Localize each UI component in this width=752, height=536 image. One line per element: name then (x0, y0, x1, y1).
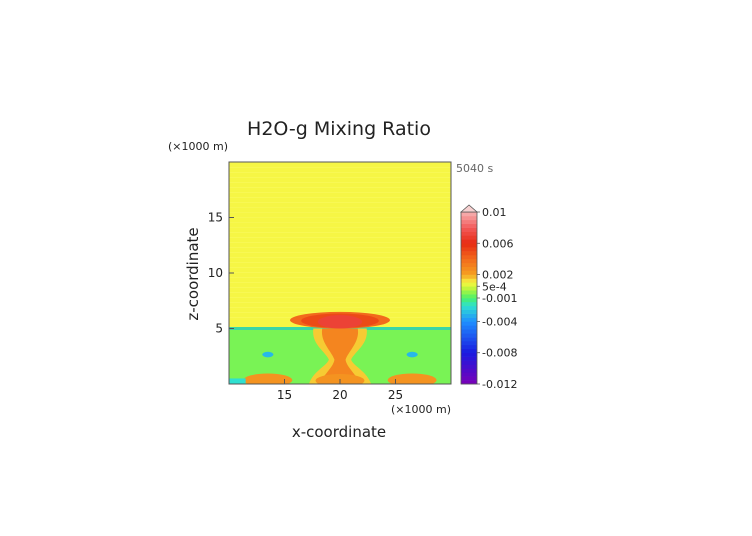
colorbar-segment (461, 376, 477, 381)
field-region-updraft-column (320, 328, 360, 384)
plot-field (229, 162, 451, 384)
colorbar-segment (461, 321, 477, 326)
field-surface-blob (243, 373, 293, 384)
colorbar-label: 0.006 (482, 237, 514, 250)
colorbar-segment (461, 305, 477, 311)
field-region-upper-background (229, 162, 451, 329)
colorbar-label: -0.012 (482, 378, 517, 391)
field-region-cloud-core (317, 315, 363, 329)
colorbar-segment (461, 212, 477, 217)
field-surface-blob (387, 373, 437, 384)
colorbar-segment (461, 368, 477, 373)
colorbar-segment (461, 286, 477, 291)
colorbar-label: -0.008 (482, 347, 517, 360)
colorbar-label: -0.001 (482, 292, 517, 305)
colorbar-segment (461, 227, 477, 232)
colorbar-segment (461, 337, 477, 342)
colorbar-segment (461, 294, 477, 299)
y-tick-label: 10 (208, 266, 223, 280)
chart-title: H2O-g Mixing Ratio (247, 118, 431, 140)
colorbar-extend-arrow (459, 204, 479, 213)
colorbar-segment (461, 317, 477, 322)
colorbar-label: 5e-4 (482, 280, 507, 293)
colorbar-label: -0.004 (482, 315, 517, 328)
colorbar-segment (461, 364, 477, 369)
colorbar-segment (461, 223, 477, 228)
colorbar-segment (461, 348, 477, 354)
time-label: 5040 s (456, 162, 493, 175)
y-axis-label: z-coordinate (184, 227, 202, 320)
x-tick-label: 20 (332, 388, 347, 402)
colorbar-label: 0.002 (482, 269, 514, 282)
colorbar-segment (461, 301, 477, 307)
plot-axes: 15 20 25 5 10 15 (208, 211, 403, 403)
colorbar-segment (461, 352, 477, 357)
colorbar-segment (461, 325, 477, 330)
colorbar-segment (461, 372, 477, 377)
colorbar-segment (461, 341, 477, 346)
colorbar-segment (461, 243, 477, 248)
colorbar-segment (461, 282, 477, 287)
colorbar-segment (461, 360, 477, 365)
colorbar-segment (461, 247, 477, 252)
colorbar-label: 0.01 (482, 206, 507, 219)
colorbar-segment (461, 219, 477, 225)
colorbar-segment (461, 258, 477, 264)
x-axis-label: x-coordinate (292, 423, 386, 441)
colorbar-segment (461, 235, 477, 240)
colorbar-segment (461, 309, 477, 314)
colorbar-segment (461, 266, 477, 271)
y-unit-label: (×1000 m) (168, 140, 228, 153)
colorbar-segment (461, 255, 477, 260)
field-region-left-dry-pocket (262, 351, 274, 358)
x-tick-label: 25 (388, 388, 403, 402)
field-surface-strip (229, 378, 246, 384)
colorbar-segment (461, 298, 477, 303)
colorbar-segment (461, 313, 477, 318)
y-tick-label: 15 (208, 211, 223, 225)
colorbar-segment (461, 231, 477, 236)
colorbar-segment (461, 329, 477, 334)
x-tick-label: 15 (277, 388, 292, 402)
colorbar-segment (461, 290, 477, 295)
colorbar-segment (461, 356, 477, 361)
colorbar-segment (461, 215, 477, 221)
field-region-right-dry-pocket (406, 351, 418, 358)
colorbar-segment (461, 262, 477, 268)
colorbar-segment (461, 344, 477, 350)
colorbar-segment (461, 239, 477, 244)
y-tick-label: 5 (215, 322, 223, 336)
colorbar-segment (461, 333, 477, 338)
colorbar-segment (461, 274, 477, 279)
colorbar-segment (461, 270, 477, 275)
x-unit-label: (×1000 m) (391, 403, 451, 416)
colorbar-segment (461, 380, 477, 385)
colorbar-segment (461, 278, 477, 283)
colorbar-segment (461, 251, 477, 256)
